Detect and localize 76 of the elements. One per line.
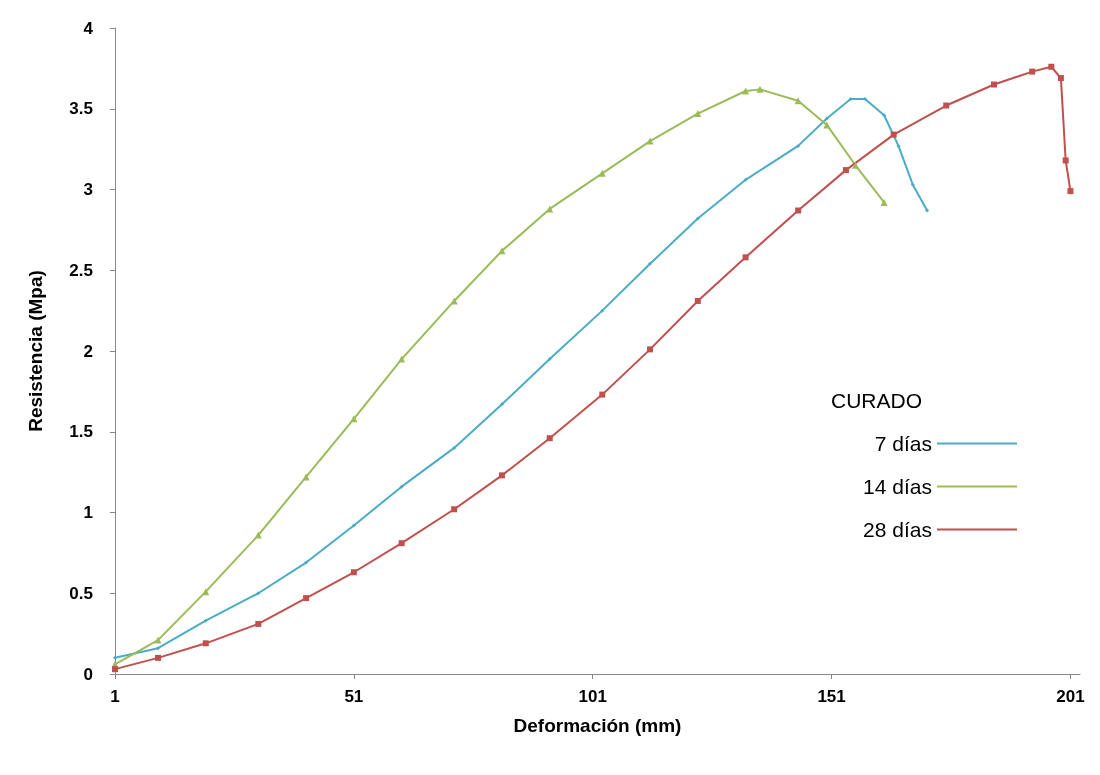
y-tick-label: 1 (83, 503, 93, 522)
point (695, 216, 700, 221)
x-tick-label: 201 (1056, 687, 1085, 706)
point (743, 177, 748, 182)
point (991, 81, 998, 88)
x-tick-label: 1 (110, 687, 120, 706)
legend-label: 14 días (863, 475, 932, 498)
point (398, 540, 405, 547)
point (794, 97, 802, 105)
point (882, 113, 887, 118)
point (451, 506, 458, 513)
point (756, 85, 764, 93)
point (546, 435, 553, 442)
point (452, 445, 457, 450)
point (499, 402, 504, 407)
point (890, 131, 897, 138)
point (648, 261, 653, 266)
point (203, 618, 208, 623)
point (896, 143, 901, 148)
point (202, 640, 209, 647)
y-tick-label: 3.5 (69, 99, 93, 119)
point (1067, 188, 1074, 195)
point (398, 355, 406, 363)
point (256, 591, 261, 596)
point (795, 207, 802, 214)
point (863, 97, 868, 102)
point (113, 655, 117, 660)
legend-title: CURADO (831, 389, 923, 412)
point (943, 102, 950, 109)
point (155, 654, 161, 661)
point (910, 182, 915, 187)
y-axis-title: Resistencia (Mpa) (25, 270, 46, 432)
point (824, 116, 829, 121)
x-tick-label: 51 (344, 687, 364, 706)
point (694, 297, 701, 304)
y-tick-label: 1.5 (69, 422, 93, 442)
point (156, 646, 160, 651)
legend-label: 7 días (874, 432, 932, 455)
point (842, 167, 849, 174)
point (1062, 157, 1069, 164)
point (848, 97, 853, 102)
point (646, 137, 654, 145)
y-tick-label: 4 (83, 18, 94, 38)
point (599, 391, 606, 398)
point (1057, 75, 1064, 82)
point (600, 308, 605, 313)
point (925, 208, 930, 213)
x-tick-label: 151 (817, 687, 846, 706)
point (254, 531, 262, 539)
point (1048, 63, 1055, 70)
y-tick-label: 0.5 (69, 583, 93, 603)
point (796, 143, 801, 148)
x-axis-title: Deformación (mm) (513, 715, 682, 736)
point (303, 595, 310, 602)
point (399, 484, 404, 489)
point (154, 636, 162, 644)
point (498, 472, 505, 479)
y-tick-label: 0 (83, 664, 93, 684)
point (598, 169, 606, 177)
point (647, 346, 654, 353)
point (880, 198, 888, 206)
y-tick-label: 2 (83, 341, 93, 361)
x-tick-label: 101 (578, 687, 607, 706)
point (255, 620, 262, 627)
y-tick-label: 2.5 (69, 260, 93, 280)
point (742, 254, 749, 261)
point (304, 560, 309, 565)
point (851, 161, 859, 169)
point (547, 357, 552, 362)
y-tick-label: 3 (83, 180, 93, 199)
legend-label: 28 días (863, 518, 932, 541)
point (351, 523, 356, 528)
point (350, 569, 357, 576)
point (498, 247, 506, 255)
point (694, 110, 702, 118)
point (1029, 68, 1036, 75)
